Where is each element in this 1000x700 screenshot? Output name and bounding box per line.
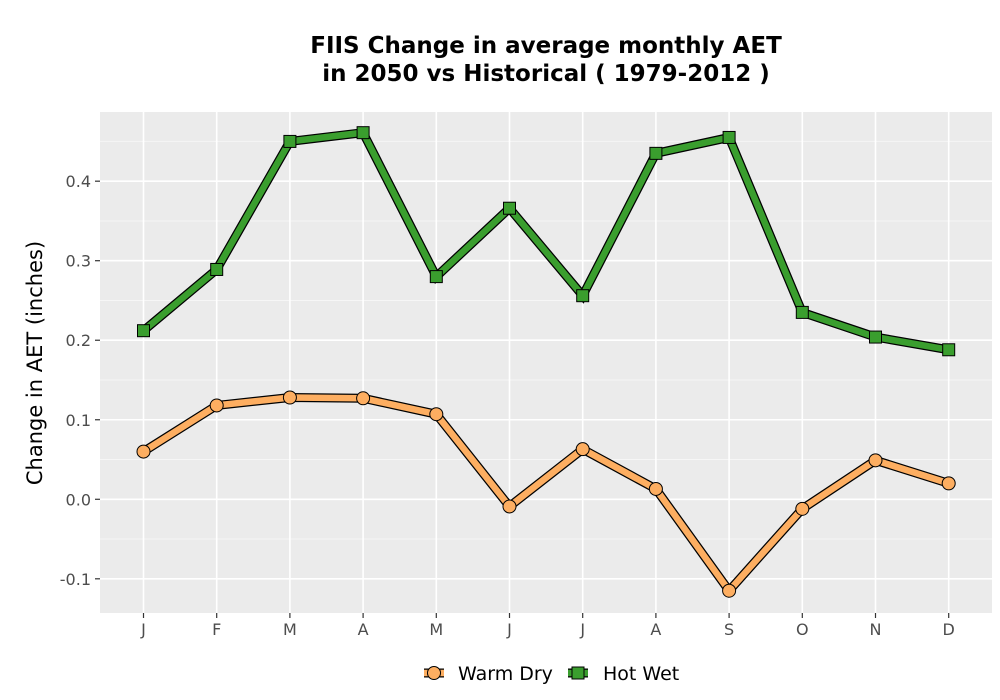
data-point	[869, 330, 882, 344]
data-point	[136, 444, 151, 459]
legend-key-marker	[571, 666, 585, 680]
x-tick-label: N	[870, 620, 882, 639]
x-tick-label: A	[358, 620, 369, 639]
data-point	[649, 146, 663, 160]
data-point	[429, 270, 443, 284]
data-point	[356, 391, 371, 406]
y-tick-label: 0.4	[66, 172, 91, 191]
data-point	[868, 453, 883, 468]
legend-item-warm-dry: Warm Dry	[424, 663, 553, 685]
x-tick-label: J	[506, 620, 512, 639]
data-point	[576, 289, 590, 303]
data-point	[137, 324, 150, 338]
y-tick-label: 0.3	[66, 252, 91, 271]
x-tick-label: S	[724, 620, 734, 639]
series-hot-wet	[137, 126, 956, 357]
x-tick-label: D	[943, 620, 955, 639]
y-tick-label: 0.1	[66, 411, 91, 430]
series-warm-dry	[136, 390, 956, 598]
data-point	[502, 499, 517, 514]
x-tick-label: J	[140, 620, 146, 639]
data-point	[575, 442, 590, 457]
data-point	[282, 390, 297, 405]
legend-item-hot-wet: Hot Wet	[568, 663, 679, 685]
data-point	[795, 305, 809, 319]
series-layer	[136, 126, 956, 598]
data-point	[795, 501, 810, 516]
series-line	[141, 129, 950, 353]
data-point	[648, 481, 663, 496]
data-point	[283, 134, 297, 148]
x-tick-label: M	[429, 620, 443, 639]
data-point	[722, 130, 736, 144]
legend-key-marker	[427, 666, 441, 680]
x-tick-label: A	[650, 620, 661, 639]
y-axis-title: Change in AET (inches)	[23, 241, 47, 485]
x-tick-label: O	[796, 620, 809, 639]
x-tick-label: J	[579, 620, 585, 639]
y-tick-label: 0.2	[66, 331, 91, 350]
legend-label: Warm Dry	[458, 663, 553, 685]
data-point	[503, 201, 516, 215]
series-line	[141, 394, 950, 596]
chart-title: FIIS Change in average monthly AET in 20…	[310, 33, 782, 87]
x-tick-label: F	[212, 620, 221, 639]
legend-label: Hot Wet	[603, 663, 679, 685]
data-point	[429, 407, 444, 422]
data-point	[209, 398, 224, 413]
legend: Warm Dry Hot Wet	[424, 663, 679, 685]
data-point	[210, 262, 224, 276]
y-tick-label: -0.1	[60, 570, 91, 589]
axes: -0.1 0.0 0.1 0.2 0.3 0.4 J F M A M J J A S O N D	[60, 172, 955, 639]
data-point	[941, 476, 956, 491]
data-point	[942, 343, 956, 357]
x-tick-label: M	[283, 620, 297, 639]
plot-panel	[100, 112, 992, 613]
data-point	[722, 583, 737, 598]
y-tick-label: 0.0	[66, 490, 91, 509]
data-point	[356, 126, 370, 140]
